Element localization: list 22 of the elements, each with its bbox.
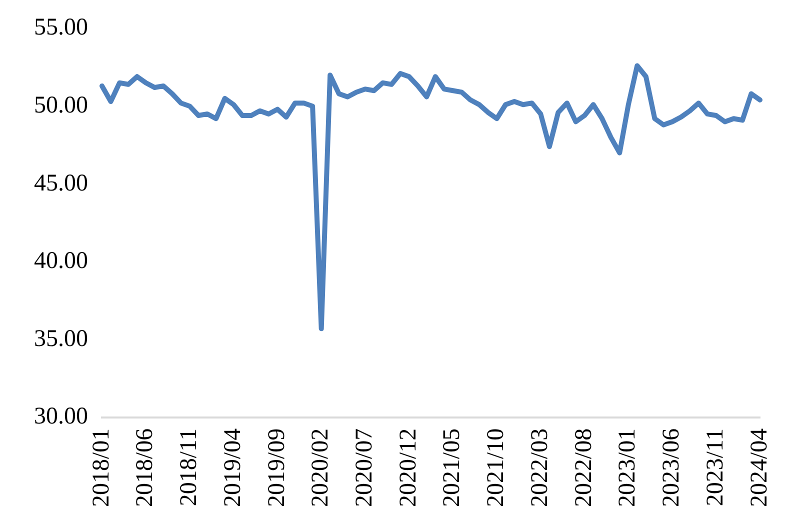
x-tick-label: 2018/01: [88, 428, 114, 508]
y-tick-label: 50.00: [34, 92, 88, 118]
x-tick-label: 2020/12: [395, 428, 422, 508]
x-tick-label: 2021/05: [439, 428, 466, 508]
x-tick-label: 2018/06: [132, 428, 158, 508]
y-tick-label: 40.00: [34, 248, 88, 274]
y-tick-label: 45.00: [34, 170, 88, 196]
y-tick-label: 30.00: [34, 404, 88, 430]
x-tick-label: 2020/02: [308, 428, 334, 508]
x-tick-label: 2020/07: [351, 428, 378, 508]
x-tick-label: 2024/04: [746, 428, 772, 508]
x-tick-label: 2021/10: [483, 428, 510, 508]
x-tick-label: 2019/09: [264, 428, 290, 508]
x-tick-label: 2022/08: [570, 428, 597, 508]
x-tick-label: 2023/11: [702, 428, 728, 506]
x-tick-label: 2019/04: [220, 428, 246, 508]
x-tick-label: 2023/01: [614, 428, 641, 508]
y-tick-label: 55.00: [34, 14, 88, 41]
y-tick-label: 35.00: [34, 326, 88, 352]
x-tick-label: 2022/03: [526, 428, 553, 508]
x-tick-label: 2023/06: [658, 428, 685, 508]
x-tick-label: 2018/11: [176, 428, 202, 506]
